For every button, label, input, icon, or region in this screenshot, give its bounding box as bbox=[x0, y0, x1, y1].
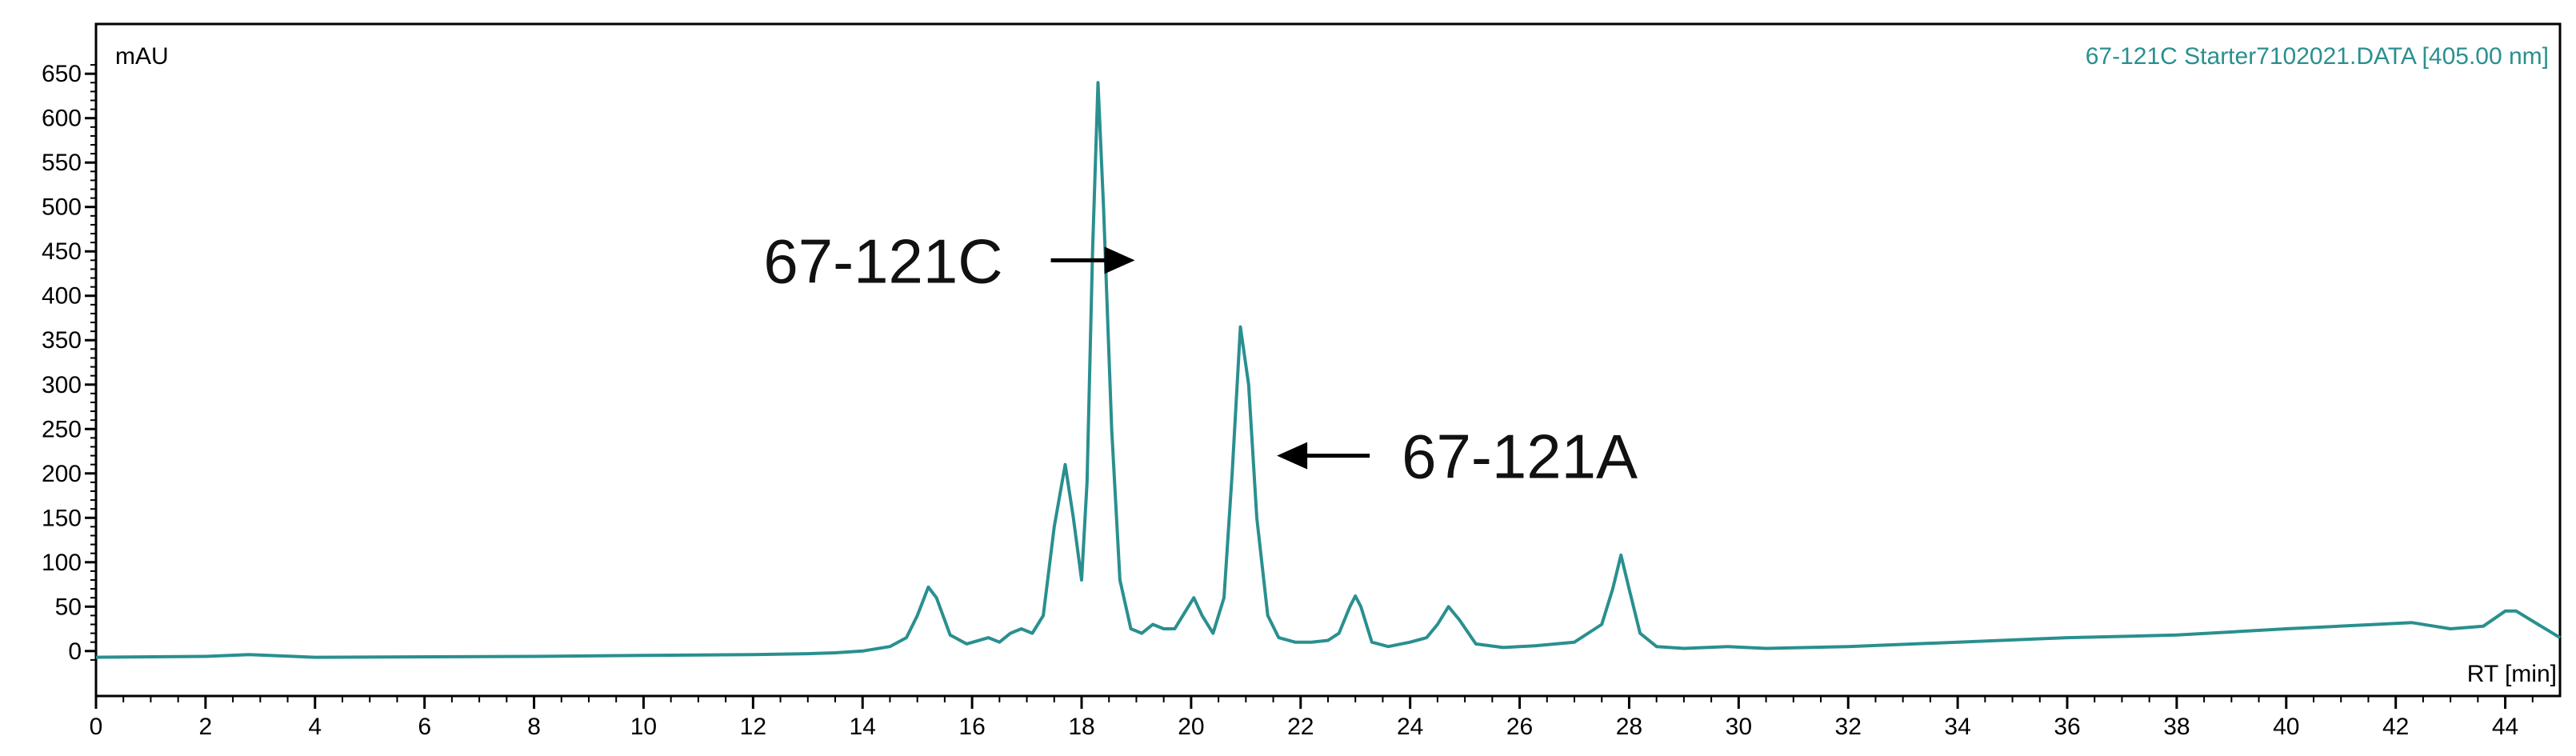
x-tick-label: 26 bbox=[1506, 714, 1533, 740]
x-tick-label: 34 bbox=[1944, 714, 1970, 740]
x-tick-label: 16 bbox=[958, 714, 985, 740]
y-tick-label: 600 bbox=[42, 106, 82, 132]
x-tick-label: 30 bbox=[1726, 714, 1752, 740]
x-tick-label: 0 bbox=[90, 714, 103, 740]
x-tick-label: 36 bbox=[2054, 714, 2080, 740]
x-tick-label: 44 bbox=[2492, 714, 2518, 740]
x-axis: 0 2 4 6 8 10 12 14 16 18 20 22 24 26 28 30 32 34 36 38 40 42 4… bbox=[90, 696, 2534, 740]
annotation-arrow-head bbox=[1277, 442, 1308, 470]
x-tick-label: 10 bbox=[630, 714, 657, 740]
y-tick-label: 150 bbox=[42, 505, 82, 531]
y-tick-label: 650 bbox=[42, 61, 82, 87]
x-tick-label: 28 bbox=[1616, 714, 1642, 740]
y-tick-label: 550 bbox=[42, 150, 82, 176]
x-tick-label: 32 bbox=[1835, 714, 1862, 740]
x-tick-label: 6 bbox=[418, 714, 431, 740]
x-tick-label: 38 bbox=[2163, 714, 2190, 740]
x-axis-unit-label: RT [min] bbox=[2467, 661, 2557, 687]
x-tick-label: 42 bbox=[2382, 714, 2409, 740]
annotation-arrow-head bbox=[1104, 246, 1135, 274]
x-tick-label: 24 bbox=[1397, 714, 1423, 740]
y-tick-label: 350 bbox=[42, 327, 82, 354]
x-tick-label: 40 bbox=[2273, 714, 2299, 740]
x-tick-label: 22 bbox=[1287, 714, 1314, 740]
annotation-label: 67-121C bbox=[763, 226, 1002, 296]
chromatogram-trace bbox=[95, 81, 2562, 659]
y-tick-label: 200 bbox=[42, 461, 82, 487]
y-tick-label: 250 bbox=[42, 416, 82, 442]
x-tick-label: 18 bbox=[1068, 714, 1094, 740]
x-tick-label: 4 bbox=[308, 714, 322, 740]
y-tick-label: 50 bbox=[55, 594, 82, 620]
x-tick-label: 2 bbox=[199, 714, 213, 740]
y-tick-label: 400 bbox=[42, 283, 82, 310]
annotation-label: 67-121A bbox=[1402, 422, 1638, 492]
y-axis-unit-label: mAU bbox=[115, 43, 169, 70]
x-tick-label: 14 bbox=[850, 714, 876, 740]
y-tick-label: 450 bbox=[42, 238, 82, 265]
y-tick-label: 500 bbox=[42, 194, 82, 221]
plot-frame bbox=[94, 22, 2562, 698]
x-tick-label: 12 bbox=[740, 714, 766, 740]
x-tick-label: 8 bbox=[527, 714, 541, 740]
y-tick-label: 300 bbox=[42, 372, 82, 398]
y-tick-label: 0 bbox=[68, 638, 82, 665]
annotations: 67-121C 67-121A bbox=[763, 226, 1638, 491]
y-axis: 0 50 100 150 200 250 300 350 400 450 500 550 600 650 bbox=[42, 61, 96, 665]
chart-title: 67-121C Starter7102021.DATA [405.00 nm] bbox=[2086, 43, 2549, 70]
x-tick-label: 20 bbox=[1178, 714, 1204, 740]
y-tick-label: 100 bbox=[42, 550, 82, 576]
